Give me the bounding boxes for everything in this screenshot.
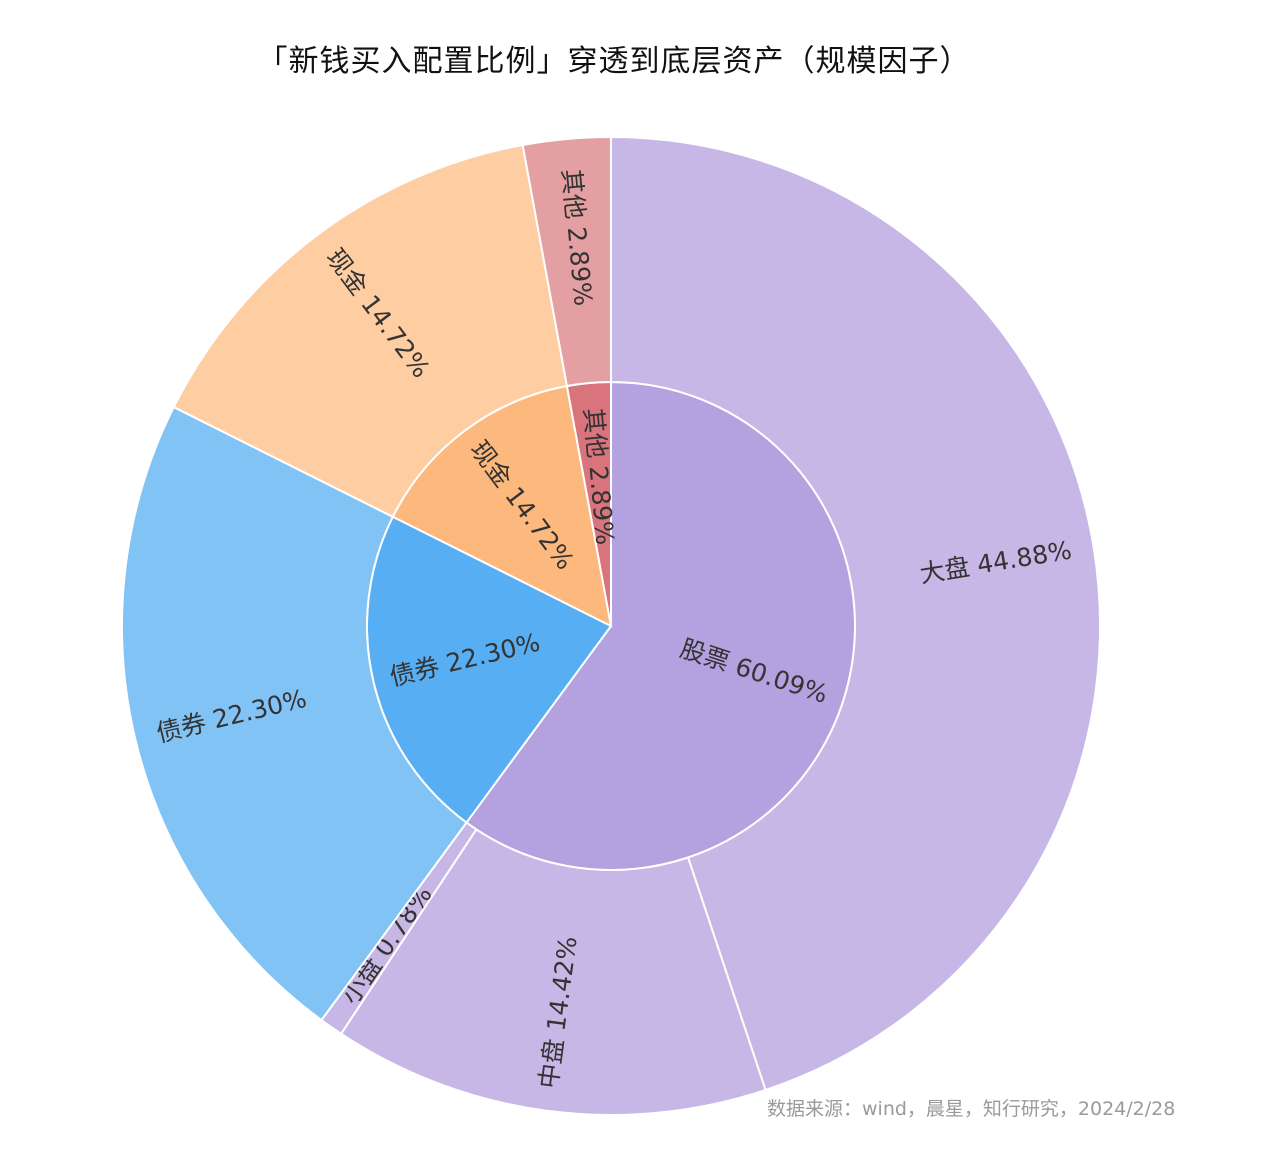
chart-title: 「新钱买入配置比例」穿透到底层资产（规模因子）: [257, 44, 971, 79]
outer-slice-其他: [521, 135, 612, 388]
outer-slice-现金: [172, 143, 569, 519]
outer-slice-债券: [121, 405, 468, 1022]
outer-slice-大盘: [610, 135, 1101, 1092]
source-note: 数据来源：wind，晨星，知行研究，2024/2/28: [767, 1098, 1176, 1120]
outer-slice-中盘: [339, 828, 767, 1116]
